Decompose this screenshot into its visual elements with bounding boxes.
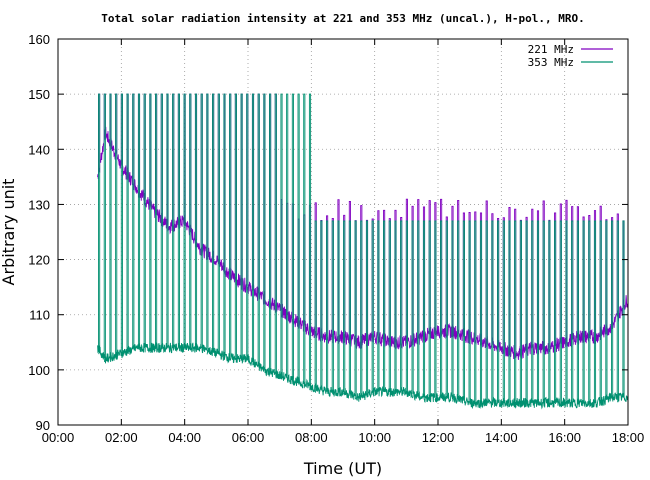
x-tick-label: 06:00 (232, 430, 265, 445)
grid (58, 39, 628, 425)
series-layer (97, 93, 629, 410)
axis-ticks: 00:00 02:00 04:00 06:00 08:00 10:00 12:00 14:00… (28, 32, 644, 445)
y-tick-label: 150 (28, 87, 50, 102)
y-tick-label: 90 (36, 418, 50, 433)
series-line-2 (97, 93, 629, 410)
x-tick-label: 04:00 (168, 430, 201, 445)
legend-label: 353 MHz (528, 56, 574, 69)
x-tick-label: 02:00 (105, 430, 138, 445)
series-line-1 (97, 93, 629, 360)
y-axis-label: Arbitrary unit (0, 179, 18, 286)
x-tick-label: 00:00 (42, 430, 75, 445)
x-tick-label: 10:00 (358, 430, 391, 445)
legend-label: 221 MHz (528, 43, 574, 56)
y-tick-label: 120 (28, 253, 50, 268)
x-tick-label: 12:00 (422, 430, 455, 445)
y-tick-label: 140 (28, 142, 50, 157)
y-tick-label: 130 (28, 197, 50, 212)
y-tick-label: 160 (28, 32, 50, 47)
x-tick-label: 16:00 (548, 430, 581, 445)
y-tick-label: 100 (28, 363, 50, 378)
plot-frame (57, 38, 629, 426)
x-tick-label: 14:00 (485, 430, 518, 445)
x-tick-label: 08:00 (295, 430, 328, 445)
x-axis-label: Time (UT) (303, 459, 382, 478)
x-tick-label: 18:00 (612, 430, 645, 445)
chart-title: Total solar radiation intensity at 221 a… (101, 12, 584, 25)
y-tick-label: 110 (29, 308, 50, 323)
